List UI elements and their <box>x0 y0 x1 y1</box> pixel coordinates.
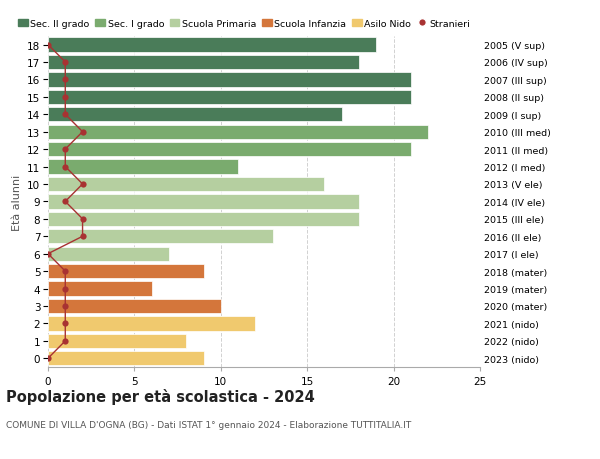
Bar <box>48 230 272 244</box>
Bar <box>48 178 325 192</box>
Bar <box>48 299 221 313</box>
Bar <box>48 352 203 366</box>
Bar <box>48 143 411 157</box>
Text: Popolazione per età scolastica - 2024: Popolazione per età scolastica - 2024 <box>6 388 315 404</box>
Bar <box>48 317 256 331</box>
Bar <box>48 38 376 52</box>
Bar <box>48 247 169 261</box>
Bar <box>48 264 203 279</box>
Bar <box>48 282 152 296</box>
Bar <box>48 108 342 122</box>
Y-axis label: Età alunni: Età alunni <box>11 174 22 230</box>
Bar <box>48 125 428 140</box>
Legend: Sec. II grado, Sec. I grado, Scuola Primaria, Scuola Infanzia, Asilo Nido, Stran: Sec. II grado, Sec. I grado, Scuola Prim… <box>18 20 470 29</box>
Text: COMUNE DI VILLA D'OGNA (BG) - Dati ISTAT 1° gennaio 2024 - Elaborazione TUTTITAL: COMUNE DI VILLA D'OGNA (BG) - Dati ISTAT… <box>6 420 411 429</box>
Bar <box>48 334 186 348</box>
Bar <box>48 56 359 70</box>
Bar <box>48 212 359 226</box>
Bar <box>48 73 411 87</box>
Bar <box>48 195 359 209</box>
Bar <box>48 90 411 105</box>
Bar <box>48 160 238 174</box>
